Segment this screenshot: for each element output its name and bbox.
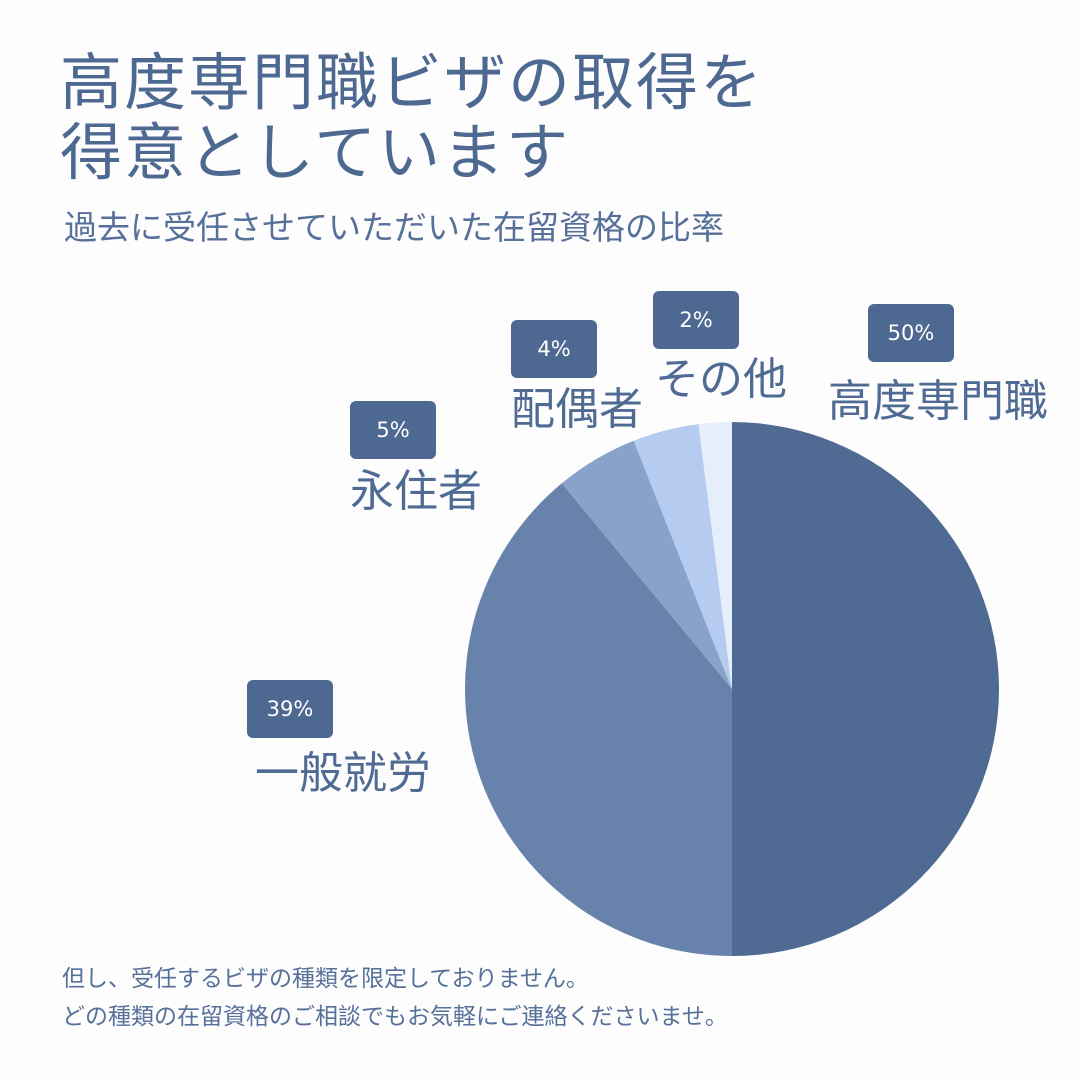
slice-label-eiju: 永住者 [350,466,482,517]
pie-slice-kodo [732,422,999,956]
slice-value-badge-eiju: 5% [350,401,436,459]
footer-note-line-1: 但し、受任するビザの種類を限定しておりません。 [62,966,589,992]
chart-subtitle: 過去に受任させていただいた在留資格の比率 [64,208,724,247]
pie-slice-ippan [464,483,732,956]
slice-label-haigusha: 配偶者 [511,384,643,435]
slice-label-ippan: 一般就労 [255,748,431,799]
slice-value-badge-kodo: 50% [868,304,954,362]
pie-slice-eiju [561,440,732,689]
pie-slice-sonota [698,422,732,689]
footer-note: 但し、受任するビザの種類を限定しておりません。 どの種類の在留資格のご相談でもお… [62,960,728,1036]
footer-note-line-2: どの種類の在留資格のご相談でもお気軽にご連絡くださいませ。 [62,1004,728,1030]
page-title: 高度専門職ビザの取得を 得意としています [60,48,764,188]
slice-value-badge-haigusha: 4% [511,320,597,378]
slice-value-badge-sonota: 2% [653,291,739,349]
slice-value-badge-ippan: 39% [247,680,333,738]
slice-label-kodo: 高度専門職 [828,376,1048,427]
pie-slice-haigusha [633,424,732,689]
slice-label-sonota: その他 [655,354,787,405]
title-line-1: 高度専門職ビザの取得を [60,46,765,119]
title-line-2: 得意としています [60,116,571,189]
